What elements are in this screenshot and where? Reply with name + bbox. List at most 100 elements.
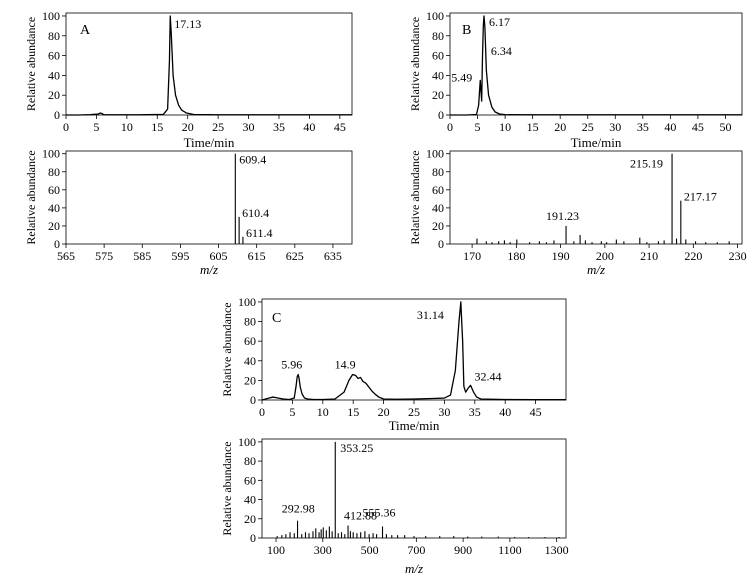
y-tick-label: 100 [238, 435, 256, 449]
x-tick-label: 25 [408, 405, 420, 419]
y-tick-label: 0 [250, 393, 256, 407]
x-tick-label: 220 [684, 249, 702, 263]
y-tick-label: 20 [244, 512, 256, 526]
series-line [66, 15, 352, 116]
y-tick-label: 100 [238, 295, 256, 309]
x-tick-label: 5 [93, 120, 99, 134]
x-tick-label: 180 [507, 249, 525, 263]
y-tick-label: 80 [48, 29, 60, 43]
x-tick-label: 230 [729, 249, 747, 263]
y-tick-label: 0 [438, 108, 444, 122]
series-line [261, 301, 566, 401]
x-tick-label: 200 [596, 249, 614, 263]
y-tick-label: 0 [250, 531, 256, 545]
x-tick-label: 10 [499, 120, 511, 134]
y-axis-label: Relative abundance [408, 17, 422, 111]
x-tick-label: 500 [361, 543, 379, 557]
panel-b-chrom: 0 20 40 60 80 100 0 5 10 15 20 25 30 35 40 45 50 Relative… [408, 9, 743, 150]
x-tick-label: 300 [314, 543, 332, 557]
panel-a-ms: 0 20 40 60 80 100 565 575 585 595 605 615 625 635 Rela… [24, 147, 353, 277]
y-tick-label: 40 [244, 493, 256, 507]
x-tick-label: 10 [317, 405, 329, 419]
panel-c-ms: 0 20 40 60 80 100 100 300 500 700 900 1100 1300 Relat… [220, 435, 569, 576]
peak-label: 353.25 [340, 441, 373, 455]
x-tick-label: 45 [692, 120, 704, 134]
y-axis-label: Relative abundance [24, 150, 38, 244]
x-axis-label: Time/min [184, 135, 235, 150]
y-axis-label: Relative abundance [220, 441, 234, 535]
panel-b-ms: 0 20 40 60 80 100 170 180 190 200 210 220 230 Relativ… [408, 147, 747, 277]
series-line [450, 15, 742, 116]
peak-label: 555.36 [363, 505, 396, 519]
y-tick-label: 40 [48, 68, 60, 82]
peak-label: 610.4 [242, 206, 269, 220]
plot-frame [261, 438, 567, 539]
y-tick-label: 60 [244, 473, 256, 487]
y-tick-label: 20 [432, 88, 444, 102]
x-tick-label: 20 [182, 120, 194, 134]
y-tick-label: 100 [42, 147, 60, 161]
y-tick-label: 40 [432, 68, 444, 82]
x-tick-label: 15 [347, 405, 359, 419]
y-tick-label: 80 [48, 165, 60, 179]
x-axis-label: m/z [587, 262, 605, 277]
peak-label: 217.17 [684, 190, 717, 204]
y-tick-label: 100 [42, 9, 60, 23]
x-tick-label: 45 [530, 405, 542, 419]
x-tick-label: 1300 [545, 543, 569, 557]
y-tick-label: 20 [244, 373, 256, 387]
x-tick-label: 1100 [498, 543, 522, 557]
y-tick-label: 20 [48, 88, 60, 102]
x-tick-label: 900 [454, 543, 472, 557]
y-tick-label: 60 [432, 183, 444, 197]
panel-c-chrom: 0 20 40 60 80 100 0 5 10 15 20 25 30 35 40 45 Relative a… [220, 295, 567, 433]
y-tick-label: 100 [426, 147, 444, 161]
x-tick-label: 5 [475, 120, 481, 134]
x-tick-label: 10 [121, 120, 133, 134]
peak-label: 17.13 [174, 17, 201, 31]
panel-a-chrom: 0 20 40 60 80 100 0 5 10 15 20 25 30 35 40 45 Relative a… [24, 9, 353, 150]
x-tick-label: 575 [95, 249, 113, 263]
panel-letter: C [272, 311, 281, 326]
x-tick-label: 20 [378, 405, 390, 419]
x-tick-label: 40 [664, 120, 676, 134]
y-tick-label: 60 [432, 49, 444, 63]
y-axis-label: Relative abundance [408, 150, 422, 244]
plot-frame [261, 298, 567, 401]
x-tick-label: 40 [499, 405, 511, 419]
x-tick-label: 615 [248, 249, 266, 263]
x-tick-label: 565 [57, 249, 75, 263]
x-tick-label: 585 [133, 249, 151, 263]
peak-label: 412.88 [344, 509, 377, 523]
peak-label: 292.98 [282, 502, 315, 516]
peak-label: 14.9 [335, 358, 356, 372]
y-tick-label: 0 [54, 108, 60, 122]
x-axis-label: Time/min [389, 418, 440, 433]
y-tick-label: 60 [48, 183, 60, 197]
x-tick-label: 170 [463, 249, 481, 263]
peak-label: 215.19 [630, 157, 663, 171]
y-tick-label: 40 [48, 201, 60, 215]
x-tick-label: 210 [640, 249, 658, 263]
y-tick-label: 20 [48, 219, 60, 233]
x-tick-label: 100 [267, 543, 285, 557]
peak-label: 611.4 [246, 226, 273, 240]
x-tick-label: 40 [303, 120, 315, 134]
y-tick-label: 40 [244, 354, 256, 368]
y-tick-label: 60 [48, 49, 60, 63]
x-tick-label: 15 [151, 120, 163, 134]
x-tick-label: 30 [438, 405, 450, 419]
x-tick-label: 635 [324, 249, 342, 263]
x-tick-label: 35 [469, 405, 481, 419]
x-tick-label: 595 [171, 249, 189, 263]
x-axis-label: m/z [405, 561, 423, 576]
x-tick-label: 30 [243, 120, 255, 134]
x-tick-label: 45 [334, 120, 346, 134]
x-tick-label: 5 [289, 405, 295, 419]
peak-label: 609.4 [239, 153, 266, 167]
x-axis-label: Time/min [571, 135, 622, 150]
peak-label: 6.34 [491, 44, 512, 58]
peak-label: 31.14 [417, 308, 444, 322]
x-tick-label: 700 [407, 543, 425, 557]
x-tick-label: 605 [210, 249, 228, 263]
